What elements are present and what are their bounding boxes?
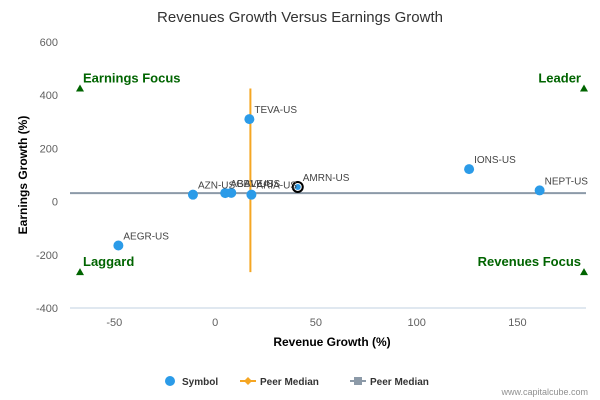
legend-label: Peer Median — [260, 377, 319, 388]
credit-text: www.capitalcube.com — [500, 387, 588, 397]
x-tick-label: 50 — [310, 317, 322, 329]
quadrant-markers: Earnings Focus Leader Laggard Revenues Focu… — [76, 71, 588, 276]
data-point-highlight — [294, 183, 301, 190]
y-tick-label: 0 — [52, 197, 58, 209]
legend: Symbol Peer Median Peer Median — [165, 376, 429, 388]
highlight-ring — [291, 180, 304, 193]
data-point-label: NEPT-US — [545, 176, 589, 187]
x-tick-label: 150 — [508, 317, 526, 329]
data-point-label: GALE-US — [236, 179, 280, 190]
data-point-label: IONS-US — [474, 155, 516, 166]
legend-symbol-marker — [165, 376, 175, 386]
data-point — [226, 187, 237, 198]
quadrant-triangle-marker — [76, 268, 84, 276]
y-tick-label: 200 — [40, 143, 58, 155]
y-tick-label: 600 — [40, 37, 58, 49]
data-point-label: TEVA-US — [254, 105, 297, 116]
quadrant-label: Leader — [538, 71, 581, 86]
quadrant-triangle-marker — [76, 84, 84, 92]
chart-title: Revenues Growth Versus Earnings Growth — [157, 9, 443, 26]
quadrant-label: Revenues Focus — [478, 254, 581, 269]
y-tick-label: -200 — [36, 250, 58, 262]
y-axis-title: Earnings Growth (%) — [16, 116, 30, 235]
data-point-label: AZN-US — [198, 181, 236, 192]
x-tick-label: -50 — [106, 317, 122, 329]
data-point — [246, 189, 257, 200]
x-tick-label: 100 — [408, 317, 426, 329]
legend-diamond-marker — [244, 377, 252, 385]
legend-label: Symbol — [182, 377, 218, 388]
x-axis-title: Revenue Growth (%) — [273, 335, 390, 349]
x-axis-ticks: -50 0 50 100 150 — [106, 317, 526, 329]
data-point — [244, 114, 255, 125]
quadrant-label: Earnings Focus — [83, 71, 181, 86]
data-point — [187, 189, 198, 200]
quadrant-label: Laggard — [83, 254, 134, 269]
data-point — [113, 240, 124, 251]
y-axis-ticks: -400 -200 0 200 400 600 — [36, 37, 58, 315]
quadrant-triangle-marker — [580, 268, 588, 276]
x-tick-label: 0 — [212, 317, 218, 329]
legend-label: Peer Median — [370, 377, 429, 388]
legend-square-marker — [354, 377, 362, 385]
point-labels: TEVA-US IONS-US NEPT-US AMRN-US AZN-USABBV-U… — [123, 105, 588, 242]
data-point-label: AEGR-US — [123, 231, 169, 242]
y-tick-label: -400 — [36, 303, 58, 315]
data-point — [534, 185, 545, 196]
data-points — [113, 114, 545, 251]
data-point-label: AMRN-US — [303, 173, 350, 184]
quadrant-triangle-marker — [580, 84, 588, 92]
data-point-label: ARIA-US — [256, 181, 297, 192]
data-point-label: ABBV-US — [230, 179, 274, 190]
data-point — [464, 164, 475, 175]
y-tick-label: 400 — [40, 90, 58, 102]
